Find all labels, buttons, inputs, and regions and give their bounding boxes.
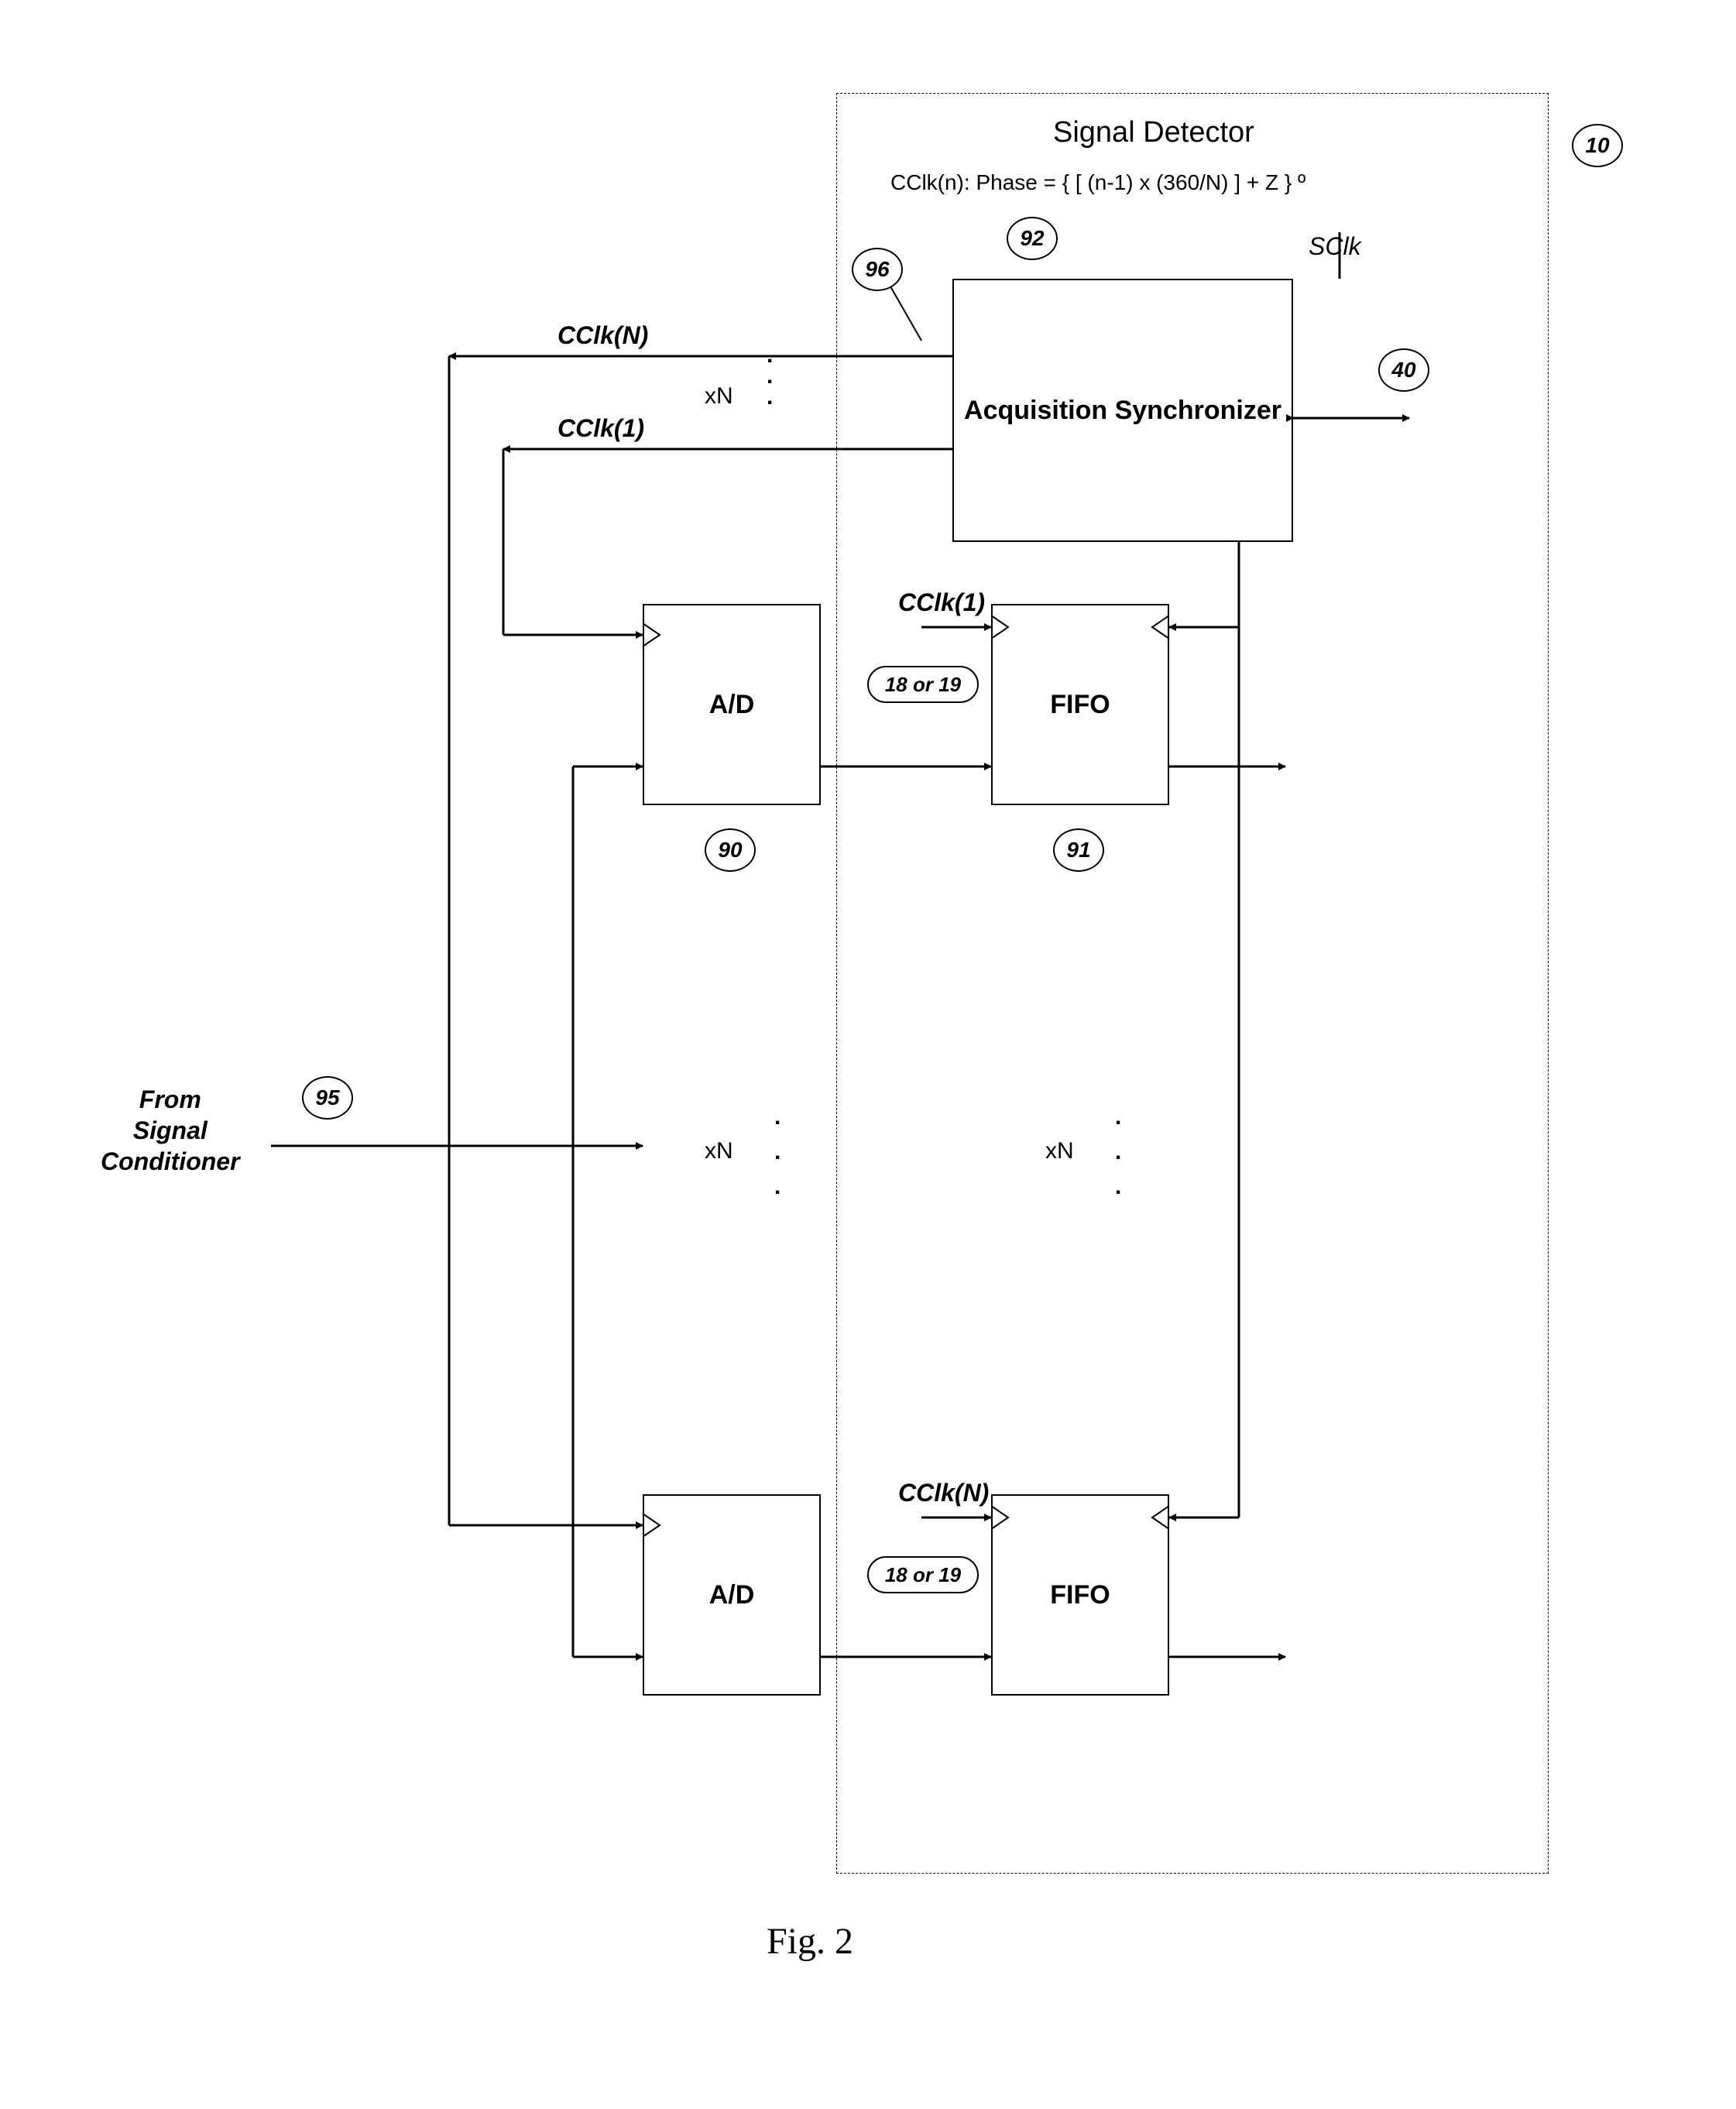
ref-1819-bottom: 18 or 19: [867, 1556, 979, 1593]
xn-fifo-label: xN: [1045, 1138, 1074, 1164]
fifo-block-1: FIFO: [991, 604, 1169, 805]
cclk-n-fifo-label: CClk(N): [898, 1479, 989, 1507]
dots-ad: ...: [774, 1099, 781, 1204]
ad-label-1: A/D: [709, 690, 755, 720]
fifo-label-1: FIFO: [1050, 690, 1110, 720]
container-title: Signal Detector: [1053, 116, 1254, 149]
acquisition-synchronizer-block: Acquisition Synchronizer: [952, 279, 1293, 542]
sclk-label: SClk: [1309, 232, 1361, 261]
ref-96: 96: [852, 248, 903, 291]
cclk-1-fifo-label: CClk(1): [898, 588, 985, 617]
ref-1819-top: 18 or 19: [867, 666, 979, 703]
ref-92: 92: [1007, 217, 1058, 260]
figure-caption: Fig. 2: [767, 1920, 853, 1963]
ref-91: 91: [1053, 828, 1104, 872]
fifo-block-n: FIFO: [991, 1494, 1169, 1696]
ref-90: 90: [705, 828, 756, 872]
fifo-label-n: FIFO: [1050, 1580, 1110, 1610]
ref-40: 40: [1378, 348, 1429, 392]
phase-formula: CClk(n): Phase = { [ (n-1) x (360/N) ] +…: [890, 170, 1305, 195]
xn-ad-label: xN: [705, 1138, 733, 1164]
ref-10: 10: [1572, 124, 1623, 167]
diagram-canvas: Signal Detector CClk(n): Phase = { [ (n-…: [31, 31, 1657, 2044]
cclk-1-label: CClk(1): [558, 414, 644, 443]
dots-fifo: ...: [1115, 1099, 1121, 1204]
sync-label: Acquisition Synchronizer: [964, 393, 1281, 427]
dots-clk: ...: [767, 345, 773, 407]
ad-block-n: A/D: [643, 1494, 821, 1696]
ref-95: 95: [302, 1076, 353, 1120]
xn-clk-label: xN: [705, 383, 733, 410]
cclk-n-label: CClk(N): [558, 321, 648, 350]
from-signal-conditioner-label: From Signal Conditioner: [101, 1084, 240, 1177]
ad-label-n: A/D: [709, 1580, 755, 1610]
ad-block-1: A/D: [643, 604, 821, 805]
